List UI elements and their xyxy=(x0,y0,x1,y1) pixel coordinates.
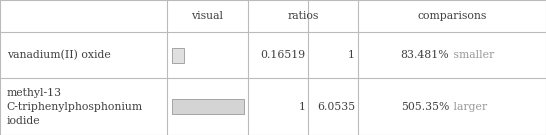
Bar xyxy=(172,48,184,63)
Text: 0.16519: 0.16519 xyxy=(260,50,306,60)
Text: 505.35%: 505.35% xyxy=(401,102,449,112)
Text: comparisons: comparisons xyxy=(417,11,486,21)
Text: larger: larger xyxy=(450,102,487,112)
Text: ratios: ratios xyxy=(287,11,319,21)
Text: vanadium(II) oxide: vanadium(II) oxide xyxy=(7,50,110,60)
Text: 83.481%: 83.481% xyxy=(400,50,449,60)
Text: 1: 1 xyxy=(348,50,355,60)
Text: 1: 1 xyxy=(299,102,306,112)
Text: methyl-13
C-triphenylphosphonium
iodide: methyl-13 C-triphenylphosphonium iodide xyxy=(7,88,143,126)
Text: 6.0535: 6.0535 xyxy=(317,102,355,112)
Bar xyxy=(172,99,244,114)
Text: smaller: smaller xyxy=(450,50,495,60)
Text: visual: visual xyxy=(192,11,223,21)
